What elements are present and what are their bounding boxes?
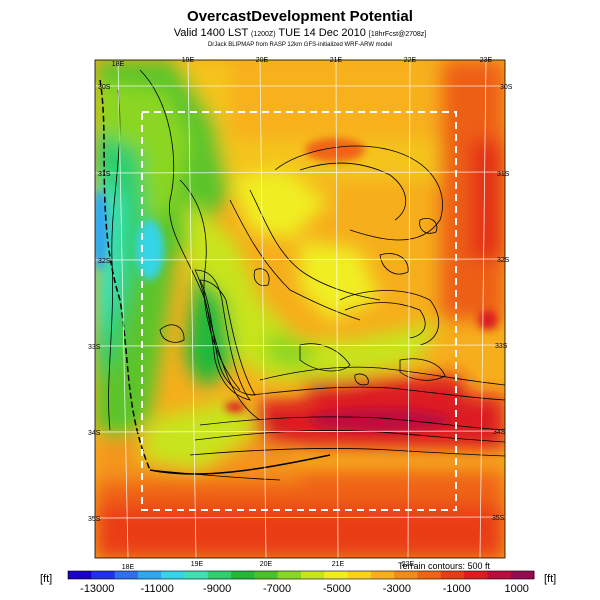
left-lat-label: 34S [88,430,101,437]
bottom-lon-label: 21E [332,561,345,568]
colorbar-swatch [91,571,116,579]
colorbar-swatch [161,571,185,579]
colorbar-swatch [207,571,232,579]
colorbar-swatch [440,571,465,579]
left-lat-label: 33S [88,344,101,351]
map-frame [94,59,506,559]
colorbar-swatch [487,571,512,579]
colorbar-swatch [464,571,488,579]
left-lat-label: 30S [98,84,111,91]
colorbar-swatch [277,571,302,579]
colorbar-tick-label: -3000 [383,583,411,595]
colorbar-swatch [68,571,92,579]
valid-utc: (1200Z) [251,31,276,38]
colorbar-swatch [137,571,162,579]
colorbar-swatch [324,571,349,579]
right-lat-label: 32S [497,257,510,264]
latlon-grid [95,60,505,558]
model-credit: DrJack BLIPMAP from RASP 12km GFS-initia… [207,42,393,48]
bottom-lon-label: 22E [402,561,415,568]
coastline [99,79,151,471]
forecast-hour: [18hrFcst@2708z] [368,31,427,38]
colorbar [67,570,535,580]
colorbar-frame [67,570,535,580]
map-subtitle: Valid 1400 LST (1200Z) TUE 14 Dec 2010 [… [0,27,600,39]
left-lat-label: 32S [98,258,111,265]
colorbar-tick-label: -13000 [80,583,114,595]
bottom-lon-label: 19E [191,561,204,568]
colorbar-swatch [347,571,372,579]
right-lat-label: 31S [497,171,510,178]
top-lon-label: 22E [404,57,417,64]
left-lat-label: 35S [88,516,101,523]
left-lat-label: 31S [98,171,111,178]
colorbar-tick-label: -9000 [203,583,231,595]
right-lat-label: 33S [495,343,508,350]
top-lon-label: 18E [112,61,125,68]
top-lon-label: 20E [256,57,269,64]
colorbar-tick-label: -5000 [323,583,351,595]
colorbar-swatch [394,571,418,579]
colorbar-tick-label: -1000 [443,583,471,595]
colorbar-swatch [254,571,279,579]
right-lat-label: 30S [500,84,513,91]
colorbar-tick-label: -11000 [140,583,173,595]
inner-domain-box [141,111,457,511]
colorbar-tick-label: 1000 [504,583,528,595]
bottom-lon-label: 18E [122,564,135,571]
colorbar-swatch [301,571,325,579]
colorbar-tick-labels: -13000 -11000 -9000 -7000 -5000 -3000 -1000 100… [80,583,529,595]
colorbar-swatch [114,571,139,579]
colorbar-swatch [510,571,535,579]
top-lon-label: 19E [182,57,195,64]
map-title: OvercastDevelopment Potential [187,8,413,25]
colorbar-swatch [184,571,209,579]
valid-date: TUE 14 Dec 2010 [278,27,366,39]
top-lon-label: 21E [330,57,343,64]
colorbar-tick-label: -7000 [263,583,291,595]
right-lat-label: 35S [492,515,505,522]
bottom-lon-label: 20E [260,561,273,568]
terrain-contour-note: Terrain contours: 500 ft [398,561,491,571]
colorbar-unit-left: [ft] [40,573,53,585]
colorbar-unit-right: [ft] [544,573,557,585]
colorbar-swatch [370,571,395,579]
right-lat-label: 34S [493,429,506,436]
valid-time: Valid 1400 LST [173,27,248,39]
forecast-field [95,60,505,558]
colorbar-swatch [417,571,442,579]
southern-coastline [149,454,331,475]
colorbar-swatch [231,571,255,579]
top-lon-label: 23E [480,57,493,64]
